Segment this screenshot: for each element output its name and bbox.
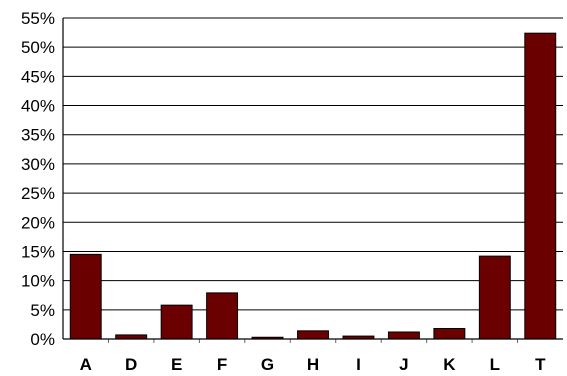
x-tick-label: L — [490, 355, 500, 374]
bar-F — [206, 292, 239, 340]
x-tick-label: G — [261, 355, 274, 374]
x-tick-label: D — [125, 355, 137, 374]
x-tick-label: F — [217, 355, 227, 374]
axes — [62, 18, 563, 340]
x-tick-label: I — [356, 355, 361, 374]
y-tick-label: 0% — [30, 330, 55, 349]
bars — [69, 32, 557, 340]
bar-E — [160, 304, 193, 340]
y-tick-label: 15% — [21, 242, 55, 261]
y-tick-label: 55% — [21, 9, 55, 28]
y-tick-label: 5% — [30, 301, 55, 320]
bar-K — [433, 327, 466, 340]
x-tick-label: E — [171, 355, 182, 374]
x-tick-label: J — [399, 355, 408, 374]
x-tick-label: A — [80, 355, 92, 374]
bar-H — [297, 330, 329, 340]
x-tick-label: T — [535, 355, 546, 374]
x-tick-label: H — [307, 355, 319, 374]
bar-J — [387, 331, 420, 340]
y-tick-label: 25% — [21, 184, 55, 203]
y-tick-label: 50% — [21, 38, 55, 57]
y-tick-label: 35% — [21, 126, 55, 145]
y-tick-label: 40% — [21, 97, 55, 116]
x-tick-label: K — [443, 355, 456, 374]
y-tick-label: 20% — [21, 213, 55, 232]
y-tick-label: 30% — [21, 155, 55, 174]
y-tick-label: 10% — [21, 272, 55, 291]
gridlines — [63, 17, 563, 311]
y-axis-ticks: 0% 5% 10% 15% 20% 25% 30% 35% 40% 45% 50% 55% — [21, 9, 55, 349]
bar-A — [69, 253, 102, 340]
bar-L — [478, 255, 511, 340]
bar-D — [115, 334, 148, 340]
bar-T — [524, 32, 557, 340]
y-tick-label: 45% — [21, 67, 55, 86]
